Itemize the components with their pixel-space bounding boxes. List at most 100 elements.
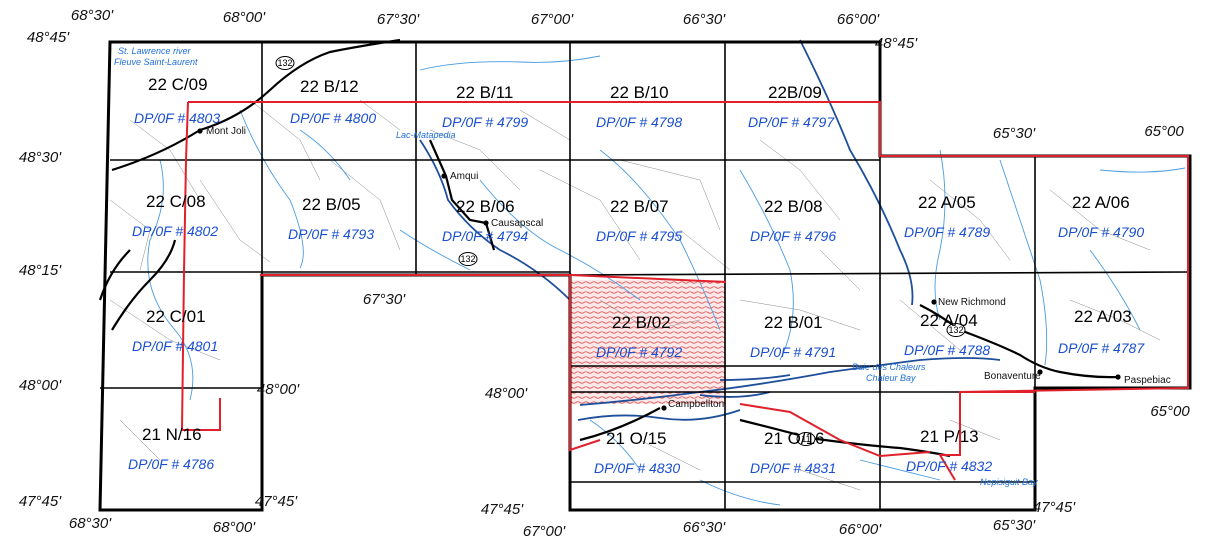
sheet-22-b-05[interactable]: 22 B/05 DP/0F # 4793: [288, 195, 374, 242]
sheet-number: 22 C/09: [148, 75, 208, 94]
sheet-dp-number: DP/0F # 4799: [442, 114, 528, 130]
sheet-22-b-10[interactable]: 22 B/10 DP/0F # 4798: [596, 83, 682, 130]
coord-lon-6600-top: 66°00': [837, 11, 880, 28]
route-number: 132: [460, 254, 475, 264]
coord-lat-4800-mid: 48°00': [257, 381, 300, 398]
project-boundary: [180, 101, 1189, 481]
sheet-22-a-04[interactable]: 22 A/04 DP/0F # 4788: [904, 311, 990, 358]
place-name: Causapscal: [491, 218, 543, 229]
route-shield-icon: [796, 432, 816, 446]
water-fleuve-saint-laurent: Fleuve Saint-Laurent: [114, 57, 198, 67]
sheet-dp-number: DP/0F # 4794: [442, 228, 528, 244]
coord-lon-6830-bottom: 68°30': [69, 515, 112, 532]
town-dot-icon: [661, 405, 667, 411]
sheet-number: 22 B/10: [610, 83, 669, 102]
sheet-number: 22 B/07: [610, 197, 669, 216]
sheet-22-b-07[interactable]: 22 B/07 DP/0F # 4795: [596, 197, 682, 244]
place-name: Mont Joli: [206, 126, 246, 137]
sheet-dp-number: DP/0F # 4789: [904, 224, 990, 240]
coord-lon-6830-top: 68°30': [71, 7, 114, 24]
route-shield-icon: [946, 323, 966, 337]
route-shields: 132 132 132 11: [275, 56, 966, 446]
sheet-dp-number: DP/0F # 4832: [906, 458, 992, 474]
river-network: [147, 55, 1186, 506]
coord-lon-6630-bottom: 66°30': [683, 519, 726, 536]
coord-lat-4745-mid: 47°45': [255, 493, 298, 510]
place-causapscal: Causapscal: [483, 218, 543, 229]
sheet-dp-number: DP/0F # 4830: [594, 460, 680, 476]
place-bonaventure: Bonaventure: [984, 369, 1043, 382]
sheet-22-c-09[interactable]: 22 C/09 DP/0F # 4803: [134, 75, 220, 126]
coordinate-labels: 68°30'48°45'68°00' 67°30' 67°00' 66°30' 66°0…: [19, 7, 1190, 536]
sheet-21-o-16[interactable]: 21 O/16 DP/0F # 4831: [750, 429, 836, 476]
route-shield-icon: [275, 56, 295, 70]
highlighted-sheet-22-b-02: [571, 280, 726, 404]
sheet-number: 22 B/05: [302, 195, 361, 214]
sheet-dp-number: DP/0F # 4798: [596, 114, 682, 130]
place-campbellton: Campbellton: [661, 399, 724, 411]
coord-lon-6530-bottom: 65°30': [993, 517, 1036, 534]
road-route-11: 11: [796, 432, 816, 446]
road-route-132-north: 132: [275, 56, 295, 70]
place-mont-joli: Mont Joli: [197, 126, 246, 137]
main-rivers: [419, 39, 1001, 421]
town-dot-icon: [483, 220, 489, 226]
sheet-22-b-09[interactable]: 22B/09 DP/0F # 4797: [748, 83, 835, 130]
sheet-dp-number: DP/0F # 4831: [750, 460, 836, 476]
town-dot-icon: [931, 299, 937, 305]
sheet-dp-number: DP/0F # 4792: [596, 344, 682, 360]
sheet-22-c-08[interactable]: 22 C/08 DP/0F # 4802: [132, 192, 218, 239]
route-number: 132: [948, 325, 963, 335]
sheet-21-o-15[interactable]: 21 O/15 DP/0F # 4830: [594, 429, 680, 476]
sheet-dp-number: DP/0F # 4802: [132, 223, 218, 239]
road-route-132-new-richmond: 132: [946, 323, 966, 337]
coord-lat-4800-center: 48°00': [485, 385, 528, 402]
sheet-22-a-03[interactable]: 22 A/03 DP/0F # 4787: [1058, 307, 1145, 356]
sheet-dp-number: DP/0F # 4797: [748, 114, 835, 130]
sheet-number: 21 P/13: [920, 427, 979, 446]
coord-lat-4815-left: 48°15': [19, 262, 62, 279]
sheet-number: 22 B/08: [764, 197, 823, 216]
sheet-21-p-13[interactable]: 21 P/13 DP/0F # 4832: [906, 427, 992, 474]
place-name: Bonaventure: [984, 371, 1041, 382]
coord-lon-6730-mid: 67°30': [363, 291, 406, 308]
place-paspebiac: Paspebiac: [1115, 374, 1171, 386]
sheet-number: 22 A/04: [920, 311, 978, 330]
sheet-number: 22 A/05: [918, 193, 976, 212]
water-chaleur-bay: Chaleur Bay: [866, 373, 916, 383]
sheet-22-b-06[interactable]: 22 B/06 DP/0F # 4794: [442, 197, 528, 244]
sheet-number: 21 N/16: [142, 425, 202, 444]
sheet-22-b-11[interactable]: 22 B/11 DP/0F # 4799: [442, 83, 528, 130]
place-name: Campbellton: [668, 399, 724, 410]
sheet-number: 21 O/16: [764, 429, 825, 448]
town-dot-icon: [1115, 374, 1121, 380]
coord-lon-6600-bottom: 66°00': [839, 521, 882, 536]
sheet-22-a-06[interactable]: 22 A/06 DP/0F # 4790: [1058, 193, 1144, 240]
coord-lon-6700-bottom: 67°00': [523, 523, 566, 536]
place-amqui: Amqui: [441, 171, 478, 182]
sheet-number: 21 O/15: [606, 429, 667, 448]
sheet-number: 22 C/08: [146, 192, 206, 211]
place-name: Amqui: [450, 171, 478, 182]
sheet-dp-number: DP/0F # 4790: [1058, 224, 1144, 240]
sheet-22-b-12[interactable]: 22 B/12 DP/0F # 4800: [290, 77, 376, 126]
sheet-22-a-05[interactable]: 22 A/05 DP/0F # 4789: [904, 193, 990, 240]
sheet-22-c-01[interactable]: 22 C/01 DP/0F # 4801: [132, 307, 218, 354]
sheet-dp-number: DP/0F # 4788: [904, 342, 990, 358]
sheet-22-b-01[interactable]: 22 B/01 DP/0F # 4791: [750, 313, 836, 360]
route-shield-icon: [458, 252, 478, 266]
water-baie-des-chaleurs: Baie des Chaleurs: [852, 362, 926, 372]
sheet-22-b-08[interactable]: 22 B/08 DP/0F # 4796: [750, 197, 836, 244]
sheet-number: 22 B/12: [300, 77, 359, 96]
sheet-number: 22 C/01: [146, 307, 206, 326]
place-labels: Mont Joli Amqui Causapscal New Richmond Bona…: [197, 126, 1171, 411]
sheet-number: 22 B/01: [764, 313, 823, 332]
sheet-21-n-16[interactable]: 21 N/16 DP/0F # 4786: [128, 425, 214, 472]
sheet-dp-number: DP/0F # 4800: [290, 110, 376, 126]
water-st-lawrence-river: St. Lawrence river: [118, 46, 192, 56]
sheet-22-b-02[interactable]: 22 B/02 DP/0F # 4792: [596, 313, 682, 360]
place-name: Paspebiac: [1124, 375, 1171, 386]
